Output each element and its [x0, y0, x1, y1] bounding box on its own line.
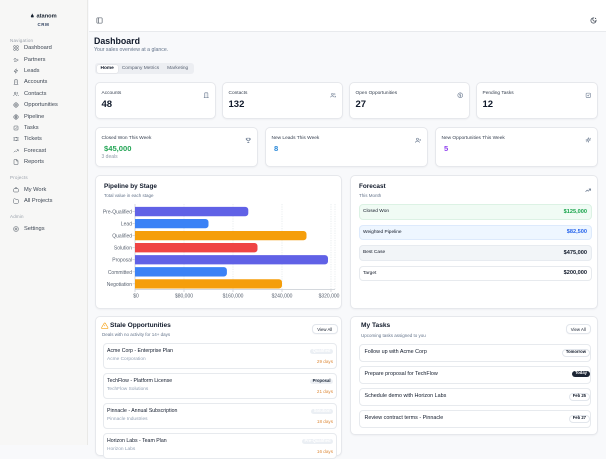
svg-text:Qualified: Qualified [112, 234, 132, 240]
svg-text:Committed: Committed [108, 270, 132, 276]
svg-text:$80,000: $80,000 [175, 294, 193, 300]
svg-text:Negotiation: Negotiation [107, 282, 133, 288]
svg-text:Proposal: Proposal [112, 258, 132, 264]
svg-text:Pre-Qualified: Pre-Qualified [103, 210, 132, 216]
svg-text:$320,000: $320,000 [319, 294, 340, 300]
svg-text:Lead: Lead [121, 222, 132, 228]
svg-text:$240,000: $240,000 [272, 294, 293, 300]
svg-text:$0: $0 [133, 294, 139, 300]
svg-text:$160,000: $160,000 [223, 294, 244, 300]
svg-text:Solution: Solution [114, 246, 132, 252]
